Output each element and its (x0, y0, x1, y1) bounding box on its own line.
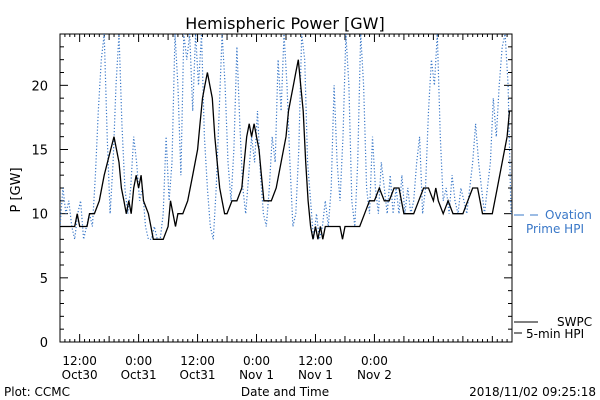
x-tick-date: Nov 1 (298, 368, 333, 382)
y-tick-label: 15 (31, 144, 48, 159)
x-tick-date: Oct30 (62, 368, 98, 382)
x-tick-date: Nov 1 (239, 368, 274, 382)
x-tick-time: 0:00 (125, 354, 152, 368)
plot-credit: Plot: CCMC (4, 385, 70, 399)
timestamp: 2018/11/02 09:25:18 (469, 385, 596, 399)
x-tick-date: Oct31 (121, 368, 157, 382)
legend-swpc-label-2: 5-min HPI (526, 327, 584, 341)
x-tick-date: Oct31 (180, 368, 216, 382)
x-tick-time: 0:00 (361, 354, 388, 368)
y-axis: 0 5 10 15 20 (31, 33, 512, 351)
x-tick-time: 12:00 (298, 354, 333, 368)
x-axis-label: Date and Time (241, 385, 329, 399)
y-tick-label: 5 (40, 272, 48, 287)
legend-swpc-label-1: SWPC (557, 315, 592, 329)
x-tick-time: 12:00 (180, 354, 215, 368)
plot-frame (59, 33, 513, 343)
y-axis-label: P [GW] (9, 167, 24, 212)
x-tick-time: 12:00 (62, 354, 97, 368)
y-tick-label: 10 (31, 208, 48, 223)
x-tick-date: Nov 2 (357, 368, 392, 382)
series-layer (60, 34, 512, 240)
y-tick-label: 20 (31, 79, 48, 94)
legend-ovation-label-1: Ovation (545, 208, 592, 222)
chart-title: Hemispheric Power [GW] (185, 14, 384, 33)
series-swpc-line (60, 59, 512, 240)
x-tick-time: 0:00 (243, 354, 270, 368)
legend-ovation-label-2: Prime HPI (526, 222, 584, 236)
y-tick-label: 0 (40, 336, 48, 351)
